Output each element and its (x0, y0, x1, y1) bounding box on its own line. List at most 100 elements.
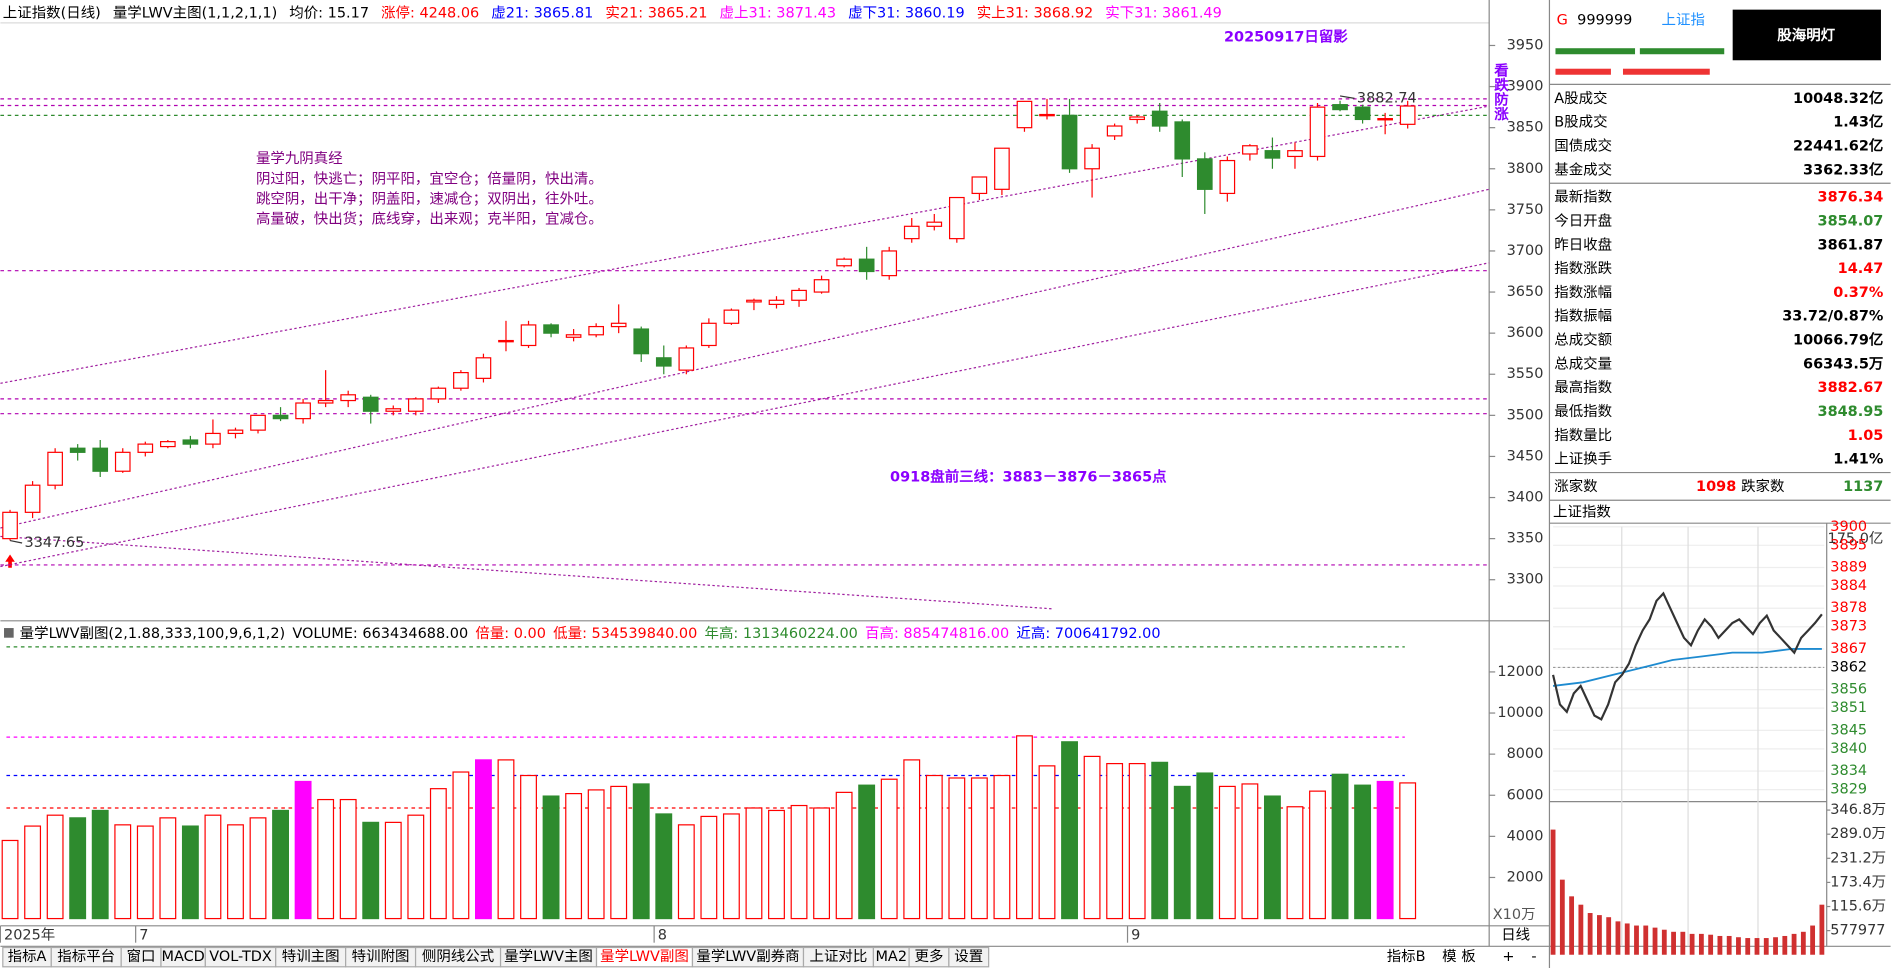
row-label: 指数量比 (1554, 427, 1612, 444)
volume-bar (249, 817, 267, 920)
candle-body (1084, 147, 1100, 170)
candle-body (340, 394, 357, 402)
y-tick-label: 3834 (1830, 763, 1867, 779)
info-item: 百高: 885474816.00 (865, 625, 1009, 642)
tab-label[interactable]: 指标平台 (57, 948, 115, 965)
volume-bar (1061, 741, 1078, 920)
tab-label[interactable]: 指标B (1387, 948, 1426, 965)
x-tick-label: 8 (658, 927, 667, 943)
intraday-volume-bar (1726, 935, 1732, 955)
volume-bar (542, 795, 560, 920)
tab-label[interactable]: 侧阴线公式 (422, 948, 494, 965)
volume-bar (1128, 762, 1146, 920)
row-value: 66343.5万 (1803, 355, 1883, 372)
tab-label[interactable]: 特训主图 (282, 948, 340, 965)
market-bar (1555, 48, 1636, 55)
price-line (1552, 591, 1823, 721)
info-item: VOLUME: 663434688.00 (292, 626, 468, 642)
row-value: 3882.67 (1818, 380, 1884, 396)
volume-bar (903, 759, 921, 920)
volume-bar (317, 798, 335, 920)
candle-body (1016, 100, 1033, 129)
verse-line: 阴过阳，快逃亡；阴平阳，宜空仓；倍量阴，快出清。 (256, 171, 603, 188)
intraday-volume-bar (1550, 829, 1556, 955)
volume-bar (520, 774, 537, 920)
y-tick-label: 3889 (1830, 560, 1867, 576)
y-tick-label: 3895 (1830, 537, 1867, 553)
row-label: A股成交 (1554, 89, 1607, 107)
tab-label[interactable]: 指标A (8, 948, 47, 965)
volume-tick-label: 346.8万 (1830, 802, 1886, 818)
candle-body (362, 396, 379, 412)
intraday-volume-bar (1754, 938, 1760, 955)
intraday-volume-bar (1559, 879, 1565, 955)
row-label: 今日开盘 (1554, 212, 1612, 230)
candle-body (588, 325, 604, 336)
tab-label[interactable]: VOL-TDX (209, 949, 272, 965)
intraday-volume-bar (1791, 933, 1797, 955)
volume-bar (745, 807, 763, 920)
row-label: 指数振幅 (1554, 308, 1612, 325)
y-tick-label: 3300 (1507, 572, 1544, 588)
candle-body (926, 221, 943, 227)
volume-bar (204, 814, 222, 920)
y-tick-label: 3867 (1830, 641, 1867, 657)
intraday-volume-bar (1717, 935, 1723, 955)
period-label[interactable]: 日线 (1501, 926, 1530, 943)
row-value: 1.41% (1833, 452, 1884, 468)
volume-bar (1218, 785, 1236, 920)
tab-label[interactable]: 特训附图 (352, 948, 410, 965)
tab-label[interactable]: 量学LWV副券商 (696, 948, 799, 965)
info-item: 实21: 3865.21 (605, 4, 707, 21)
volume-bar (1309, 790, 1326, 920)
row-label: 总成交量 (1554, 354, 1612, 372)
candle-body (453, 372, 469, 389)
logo: 股海明灯 (1777, 26, 1835, 44)
chart-layer: 上证指数(日线) 量学LWV主图(1,1,2,1,1) 均价: 15.17 涨停: 4… (0, 4, 1886, 968)
volume-bar (475, 759, 492, 920)
candle-body (633, 328, 650, 355)
intraday-volume-bar (1680, 931, 1686, 955)
candle-body (1309, 106, 1326, 158)
tab-label[interactable]: 设置 (954, 948, 983, 965)
candle-body (768, 299, 785, 305)
tab-label[interactable]: 更多 (915, 948, 944, 965)
tab-label[interactable]: 上证对比 (810, 948, 868, 965)
intraday-volume-bar (1800, 931, 1806, 955)
tab[interactable] (948, 946, 990, 968)
low-pointer (9, 539, 23, 544)
row-value: 3362.33亿 (1803, 160, 1883, 178)
y-tick-label: 3884 (1830, 578, 1867, 594)
volume-bar (227, 824, 244, 920)
volume-tick-label: 173.4万 (1830, 874, 1886, 890)
info-item: 虚上31: 3871.43 (720, 4, 837, 21)
candle-body (205, 432, 221, 445)
y-tick-label: 12000 (1497, 664, 1543, 680)
volume-bar (1354, 784, 1372, 920)
tab-label[interactable]: MACD (161, 949, 204, 965)
trend-lines (0, 105, 1490, 610)
y-tick-label: 3400 (1507, 490, 1544, 506)
candle-body (272, 414, 289, 420)
candle-body (182, 439, 199, 445)
row-label: 最新指数 (1554, 189, 1612, 206)
tab-label[interactable]: + (1502, 949, 1514, 965)
candle-body (655, 357, 672, 367)
tab-label[interactable]: 量学LWV主图 (504, 948, 593, 965)
candle-body (723, 309, 740, 324)
tab-label[interactable]: MA2 (875, 949, 907, 965)
tab-label[interactable]: - (1531, 949, 1536, 965)
volume-bar (993, 774, 1011, 920)
intraday-volume-bar (1596, 915, 1602, 955)
y-tick-label: 4000 (1507, 828, 1544, 844)
tab-label[interactable]: 量学LWV副图 (600, 948, 689, 965)
y-tick-label: 3750 (1507, 202, 1544, 218)
row-value: 22441.62亿 (1793, 137, 1883, 155)
y-tick-label: 3350 (1507, 531, 1544, 547)
intraday-volume-bar (1606, 917, 1612, 955)
y-tick-label: 3856 (1830, 682, 1867, 698)
candle-body (1039, 113, 1055, 117)
tab-label[interactable]: 模 板 (1442, 947, 1476, 965)
low-arrow (5, 554, 15, 568)
tab-label[interactable]: 窗口 (127, 947, 156, 965)
